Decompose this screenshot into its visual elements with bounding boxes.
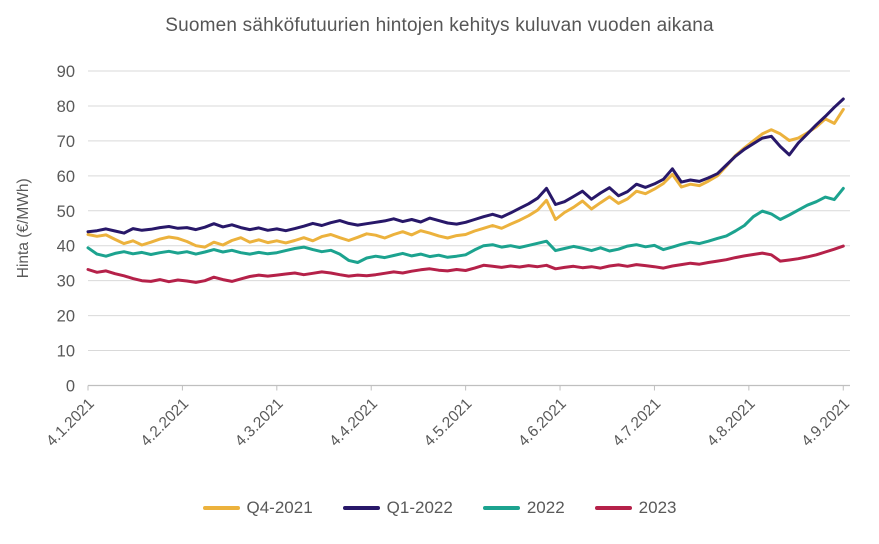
- chart-legend: Q4-2021 Q1-2022 2022 2023: [0, 498, 879, 518]
- y-tick-label: 30: [57, 273, 75, 291]
- series-line-q4-2021: [86, 107, 845, 249]
- x-tick-label: 4.5.2021: [421, 395, 476, 450]
- x-tick-label: 4.1.2021: [43, 395, 98, 450]
- legend-swatch-2022: [482, 505, 520, 511]
- series-line-2022: [86, 186, 845, 264]
- x-tick-label: 4.4.2021: [326, 395, 381, 450]
- legend-item-q4-2021: Q4-2021: [202, 498, 313, 518]
- legend-label: Q4-2021: [246, 498, 313, 517]
- legend-item-2023: 2023: [594, 498, 677, 518]
- series-line-q1-2022: [86, 97, 845, 235]
- legend-item-q1-2022: Q1-2022: [342, 498, 453, 518]
- y-tick-label: 80: [57, 98, 75, 116]
- legend-swatch-2023: [594, 505, 632, 511]
- x-tick-label: 4.8.2021: [704, 395, 759, 450]
- y-tick-label: 0: [66, 378, 75, 396]
- legend-swatch-q1-2022: [342, 505, 380, 511]
- y-tick-label: 60: [57, 168, 75, 186]
- y-tick-label: 90: [57, 63, 75, 81]
- legend-item-2022: 2022: [482, 498, 565, 518]
- legend-swatch-q4-2021: [202, 505, 240, 511]
- x-tick-label: 4.2.2021: [138, 395, 193, 450]
- y-tick-label: 10: [57, 343, 75, 361]
- x-tick-label: 4.7.2021: [610, 395, 665, 450]
- legend-label: 2023: [638, 498, 677, 517]
- legend-label: Q1-2022: [386, 498, 453, 517]
- y-tick-label: 70: [57, 133, 75, 151]
- y-axis-label: Hinta (€/MWh): [15, 178, 32, 278]
- x-tick-label: 4.6.2021: [515, 395, 570, 450]
- y-tick-label: 50: [57, 203, 75, 221]
- legend-label: 2022: [526, 498, 565, 517]
- x-tick-label: 4.9.2021: [798, 395, 853, 450]
- y-tick-label: 20: [57, 308, 75, 326]
- series-line-2023: [86, 244, 845, 284]
- chart-title: Suomen sähköfutuurien hintojen kehitys k…: [165, 15, 714, 36]
- y-tick-label: 40: [57, 238, 75, 256]
- x-tick-label: 4.3.2021: [232, 395, 287, 450]
